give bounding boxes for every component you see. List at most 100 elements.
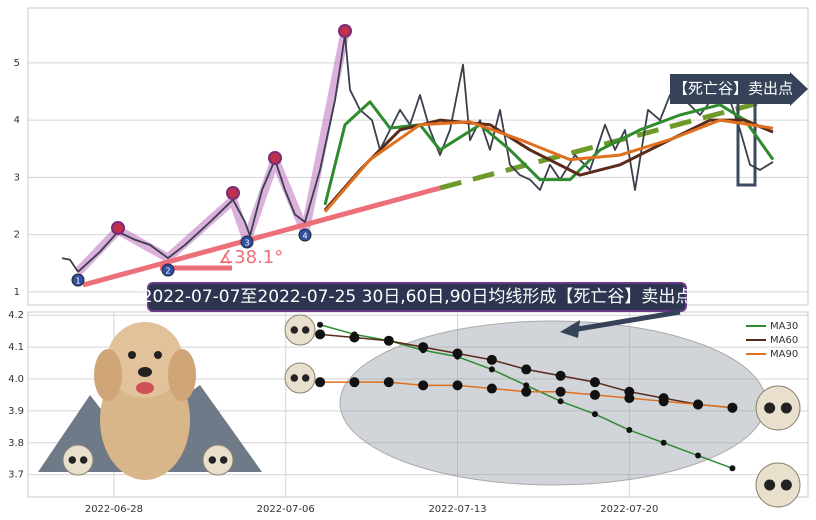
point bbox=[555, 386, 566, 397]
skull-eye bbox=[780, 479, 792, 491]
skull bbox=[755, 462, 801, 508]
peak-markers: 1 2 3 4 bbox=[71, 24, 352, 287]
dog-eye bbox=[154, 351, 162, 359]
dog-ear bbox=[94, 349, 122, 401]
point bbox=[523, 382, 530, 389]
point bbox=[591, 411, 598, 418]
support-line bbox=[82, 185, 441, 288]
annotation-text: 2022-07-07至2022-07-25 30日,60日,90日均线形成【死亡… bbox=[142, 287, 693, 307]
legend-label: MA60 bbox=[770, 335, 798, 346]
dog-tongue bbox=[136, 382, 154, 394]
skull-eye bbox=[780, 402, 792, 414]
trend-decor bbox=[74, 31, 771, 288]
skull-eye bbox=[68, 456, 77, 464]
annotation-arrow bbox=[571, 309, 681, 333]
y-tick-label: 4 bbox=[14, 115, 20, 126]
dog-head bbox=[107, 322, 183, 398]
y-tick-label: 2 bbox=[14, 230, 20, 241]
point bbox=[488, 366, 495, 373]
point bbox=[315, 377, 326, 388]
dog-eye bbox=[128, 351, 136, 359]
point bbox=[383, 335, 394, 346]
sell-badge bbox=[670, 72, 808, 106]
point bbox=[557, 398, 564, 405]
badge-label: 1 bbox=[75, 277, 80, 286]
point bbox=[589, 389, 600, 400]
legend-label: MA90 bbox=[770, 349, 798, 360]
skull-eye bbox=[208, 456, 217, 464]
y-tick-label: 3.9 bbox=[8, 406, 24, 417]
series-line bbox=[323, 100, 775, 206]
legend-label: MA30 bbox=[770, 321, 798, 332]
point bbox=[729, 465, 736, 472]
point bbox=[486, 354, 497, 365]
point bbox=[418, 342, 429, 353]
badge-label: 2 bbox=[165, 267, 170, 276]
top-panel bbox=[27, 7, 809, 306]
angle-label: ∡38.1° bbox=[218, 247, 283, 268]
skull-eye bbox=[219, 456, 228, 464]
y-tick-label: 4.1 bbox=[8, 342, 24, 353]
y-tick-label: 4.2 bbox=[8, 310, 24, 321]
point bbox=[452, 348, 463, 359]
point bbox=[349, 377, 360, 388]
peak bbox=[226, 186, 240, 200]
point bbox=[693, 399, 704, 410]
badge-label: 4 bbox=[302, 232, 307, 241]
skull-eye bbox=[79, 456, 88, 464]
skull bbox=[62, 444, 94, 476]
skulls bbox=[62, 314, 801, 508]
skull bbox=[755, 385, 801, 431]
skull-eye bbox=[301, 326, 310, 334]
y-tick-label: 5 bbox=[14, 58, 20, 69]
point bbox=[727, 402, 738, 413]
arrow-head bbox=[560, 320, 580, 338]
point bbox=[660, 439, 667, 446]
point bbox=[349, 332, 360, 343]
x-tick-label: 2022-07-20 bbox=[600, 504, 658, 515]
point bbox=[452, 380, 463, 391]
legend: MA30 MA60 MA90 bbox=[746, 321, 798, 360]
point bbox=[624, 393, 635, 404]
point bbox=[521, 364, 532, 375]
peak bbox=[111, 221, 125, 235]
y-tick-label: 3.8 bbox=[8, 438, 24, 449]
point bbox=[626, 427, 633, 434]
annotation-box bbox=[147, 282, 687, 312]
trough bbox=[71, 273, 85, 287]
point bbox=[315, 329, 326, 340]
zigzag bbox=[74, 31, 350, 276]
support-extension bbox=[439, 97, 771, 191]
skull-eye bbox=[301, 374, 310, 382]
peak bbox=[338, 24, 352, 38]
skull-eye bbox=[290, 326, 299, 334]
x-tick-label: 2022-07-13 bbox=[428, 504, 486, 515]
trough bbox=[240, 235, 254, 249]
y-tick-label: 3 bbox=[14, 172, 20, 183]
dog-nose bbox=[138, 367, 152, 377]
y-tick-label: 1 bbox=[14, 287, 20, 298]
point bbox=[418, 380, 429, 391]
skull-eye bbox=[764, 479, 776, 491]
dog-ear bbox=[168, 349, 196, 401]
point bbox=[383, 377, 394, 388]
peak bbox=[268, 151, 282, 165]
skull-eye bbox=[764, 402, 776, 414]
point bbox=[589, 377, 600, 388]
point bbox=[658, 396, 669, 407]
skull-eye bbox=[290, 374, 299, 382]
point bbox=[317, 321, 324, 328]
trough bbox=[161, 263, 175, 277]
x-tick-label: 2022-07-06 bbox=[257, 504, 315, 515]
point bbox=[555, 370, 566, 381]
point bbox=[695, 452, 702, 459]
skull bbox=[284, 362, 316, 394]
y-tick-label: 4.0 bbox=[8, 374, 24, 385]
point bbox=[521, 386, 532, 397]
badge-label: 3 bbox=[244, 239, 249, 248]
skull bbox=[202, 444, 234, 476]
sell-badge-text: 【死亡谷】卖出点 bbox=[673, 80, 793, 98]
trough bbox=[298, 228, 312, 242]
x-tick-label: 2022-06-28 bbox=[85, 504, 143, 515]
